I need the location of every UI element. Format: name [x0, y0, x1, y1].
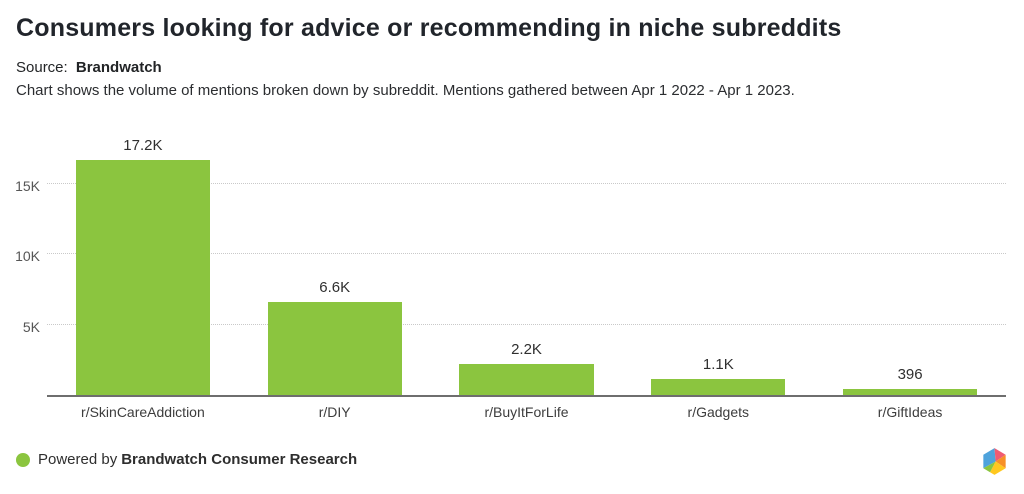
bar-value-label: 2.2K [511, 341, 542, 358]
bar-r-SkinCareAddiction[interactable] [75, 160, 211, 395]
brand-name: Brandwatch Consumer Research [121, 451, 358, 468]
bar-column: 6.6K [239, 137, 431, 395]
y-axis-tick-label: 10K [15, 248, 40, 265]
powered-by-label: Powered by [38, 451, 118, 468]
bar-r-DIY[interactable] [267, 302, 402, 395]
bar-r-GiftIdeas[interactable] [842, 389, 978, 395]
bar-value-label: 17.2K [123, 137, 163, 154]
x-axis-label: r/BuyItForLife [484, 404, 569, 420]
source-value: Brandwatch [75, 59, 162, 76]
plot-area: 17.2K 6.6K 2.2K 1.1K 396 [47, 137, 1006, 397]
x-axis-label: r/SkinCareAddiction [81, 404, 205, 420]
bar-value-label: 396 [897, 366, 923, 383]
x-axis-label: r/DIY [318, 404, 351, 420]
gridline-5K [47, 323, 1006, 325]
chart-subtitle: Chart shows the volume of mentions broke… [16, 82, 795, 99]
gridline-15K [47, 182, 1006, 184]
x-axis-label: r/Gadgets [687, 404, 750, 420]
x-axis-label: r/GiftIdeas [877, 404, 943, 420]
bar-r-Gadgets[interactable] [651, 379, 786, 395]
bar-column: 2.2K [431, 137, 623, 395]
bars-row: 17.2K 6.6K 2.2K 1.1K 396 [47, 137, 1006, 395]
y-axis-tick-label: 5K [22, 318, 40, 335]
chart-title: Consumers looking for advice or recommen… [16, 14, 842, 42]
x-axis-labels: r/SkinCareAddiction r/DIY r/BuyItForLife r/… [47, 404, 1006, 420]
brandwatch-logo [981, 447, 1008, 476]
brand-dot-icon [16, 452, 30, 467]
bar-column: 1.1K [622, 137, 814, 395]
y-axis-tick-label: 15K [15, 177, 40, 194]
powered-by-line: Powered by Brandwatch Consumer Research [16, 451, 357, 468]
source-label: Source: [16, 59, 68, 76]
bar-value-label: 6.6K [319, 279, 351, 296]
source-line: Source: Brandwatch [16, 59, 162, 76]
bar-column: 396 [814, 137, 1006, 395]
brandwatch-gem-icon [983, 448, 1006, 475]
y-axis-labels: 5K 10K 15K [0, 137, 42, 397]
bar-column: 17.2K [47, 137, 239, 395]
bar-value-label: 1.1K [702, 356, 734, 373]
gridline-10K [47, 253, 1006, 255]
bar-r-BuyItForLife[interactable] [459, 364, 594, 395]
